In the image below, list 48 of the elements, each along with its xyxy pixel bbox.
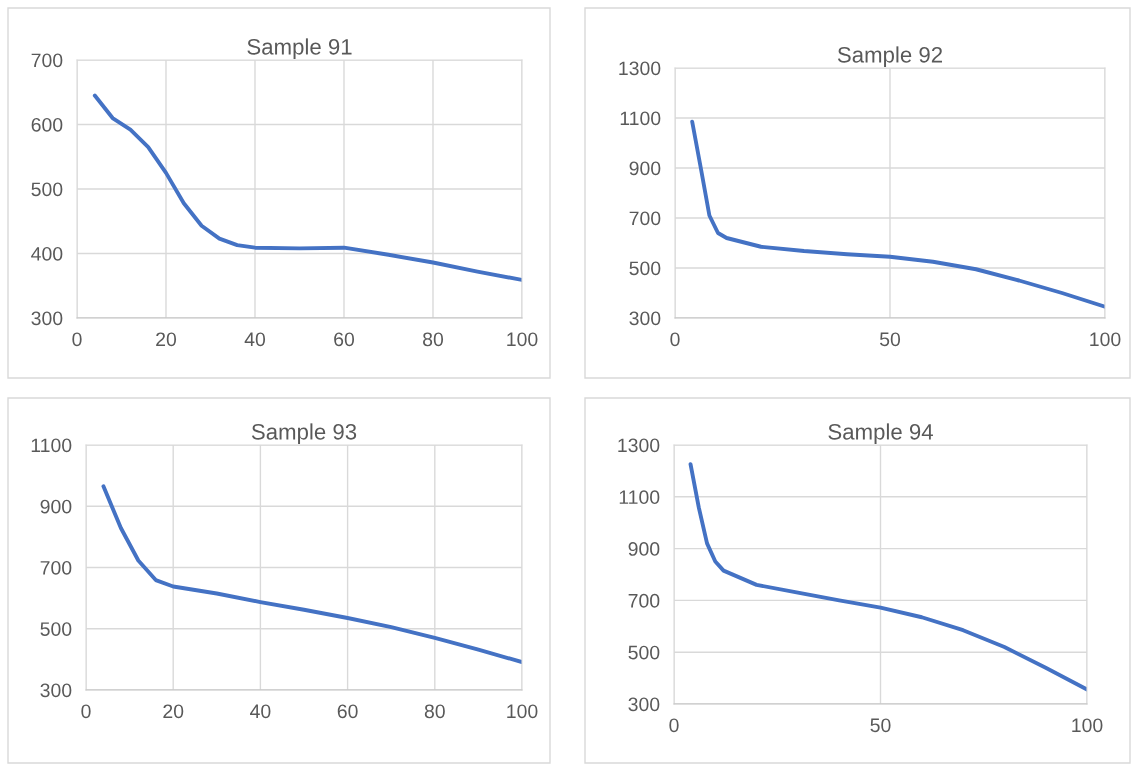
y-tick-label: 900: [629, 161, 661, 176]
x-tick-label: 0: [72, 332, 82, 347]
chart-title: Sample 92: [837, 46, 943, 68]
y-tick-label: 900: [628, 542, 660, 556]
y-tick-label: 1300: [618, 438, 660, 453]
x-tick-label: 80: [424, 704, 445, 719]
y-tick-label: 300: [31, 311, 63, 326]
y-tick-label: 300: [40, 683, 72, 698]
y-tick-label: 1100: [31, 438, 72, 453]
x-tick-label: 0: [81, 704, 91, 719]
line-series: [101, 484, 522, 665]
x-tick-label: 40: [244, 332, 266, 347]
chart-title: Sample 94: [828, 423, 933, 445]
y-tick-label: 500: [40, 622, 72, 636]
y-tick-label: 500: [629, 261, 661, 276]
y-tick-label: 300: [628, 697, 660, 712]
y-tick-label: 600: [31, 117, 63, 132]
x-tick-label: 50: [879, 332, 901, 347]
x-tick-label: 20: [156, 332, 177, 347]
x-tick-label: 40: [250, 704, 271, 719]
line-series: [690, 119, 1105, 309]
y-tick-label: 400: [31, 246, 63, 261]
x-tick-label: 50: [870, 718, 891, 733]
x-tick-label: 100: [1090, 332, 1121, 347]
y-tick-label: 900: [40, 499, 72, 514]
x-tick-label: 100: [507, 332, 538, 347]
chart-title: Sample 91: [247, 38, 352, 60]
x-tick-label: 60: [337, 704, 358, 719]
x-tick-label: 100: [1072, 718, 1103, 733]
y-tick-label: 1300: [619, 61, 661, 76]
line-series: [92, 93, 522, 282]
x-tick-label: 80: [423, 332, 444, 347]
x-tick-label: 0: [669, 718, 679, 733]
y-tick-label: 500: [31, 182, 63, 197]
x-tick-label: 100: [507, 704, 538, 719]
y-tick-label: 500: [628, 645, 660, 660]
y-tick-label: 700: [40, 560, 72, 575]
y-tick-label: 700: [31, 53, 63, 68]
x-tick-label: 0: [670, 332, 680, 347]
y-tick-label: 700: [628, 593, 660, 608]
y-tick-label: 300: [629, 311, 661, 326]
y-tick-label: 700: [629, 211, 661, 226]
line-series: [688, 462, 1087, 692]
x-tick-label: 20: [163, 704, 184, 719]
y-tick-label: 1100: [620, 111, 661, 126]
y-tick-label: 1100: [619, 490, 660, 505]
x-tick-label: 60: [334, 332, 355, 347]
chart-title: Sample 93: [251, 423, 357, 445]
